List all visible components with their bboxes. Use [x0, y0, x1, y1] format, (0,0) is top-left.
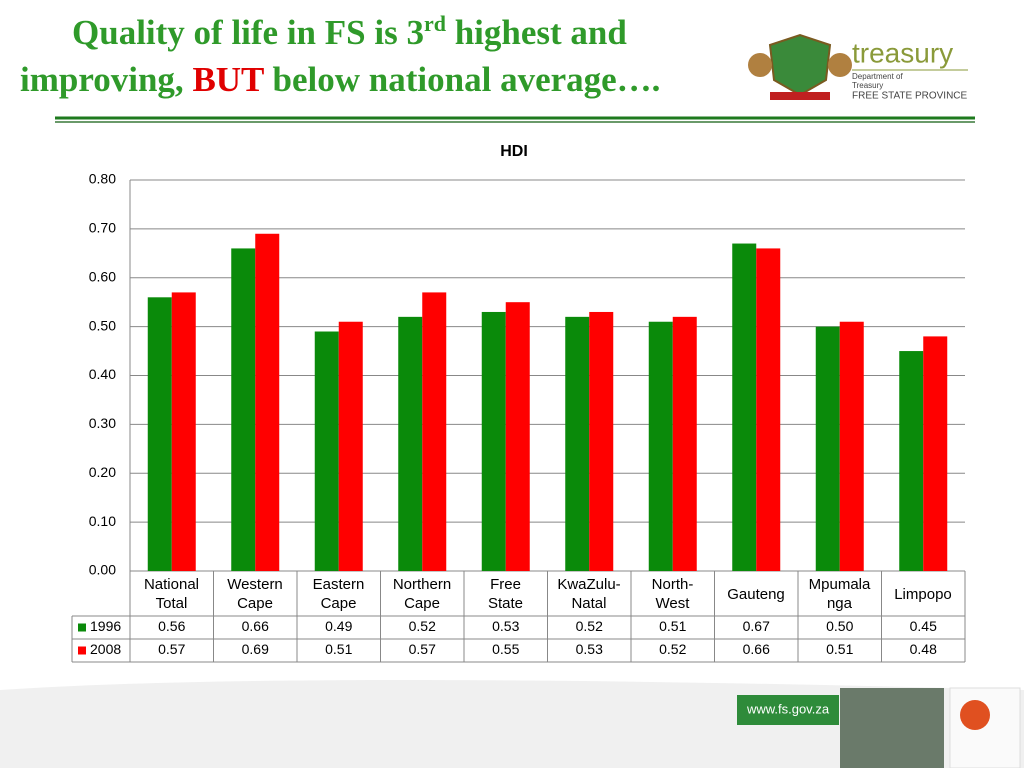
logo-name: treasury — [852, 37, 953, 68]
y-tick-label: 0.00 — [89, 562, 116, 578]
bar — [147, 297, 172, 571]
logo-dept: Treasury — [852, 81, 883, 90]
y-tick-label: 0.30 — [89, 415, 116, 431]
title-line1: Quality of life in FS is 3rd highest and — [72, 11, 627, 52]
x-tick-label: Limpopo — [894, 585, 952, 603]
x-tick-label: North- West — [651, 576, 694, 612]
y-tick-label: 0.40 — [89, 366, 116, 382]
x-tick-label: Mpumala nga — [808, 576, 871, 612]
bar — [756, 248, 781, 572]
logo-province: FREE STATE PROVINCE — [852, 91, 968, 102]
x-tick-label: Gauteng — [727, 585, 785, 603]
legend-label: 1996 — [90, 618, 121, 634]
bar — [839, 321, 864, 571]
bar — [481, 311, 506, 571]
x-tick-label: National Total — [143, 576, 200, 612]
table-value: 0.66 — [242, 618, 269, 634]
table-value: 0.52 — [576, 618, 603, 634]
table-value: 0.51 — [659, 618, 686, 634]
bar — [255, 233, 280, 571]
y-tick-label: 0.70 — [89, 220, 116, 236]
table-value: 0.48 — [910, 641, 937, 657]
table-value: 0.51 — [325, 641, 352, 657]
chart-title: HDI — [500, 143, 528, 160]
legend-swatch — [78, 623, 86, 632]
bar — [672, 316, 697, 571]
bar — [899, 351, 924, 571]
table-value: 0.45 — [910, 618, 937, 634]
legend-label: 2008 — [90, 641, 121, 657]
bar — [422, 292, 447, 571]
bar — [589, 311, 614, 571]
x-tick-label: Western Cape — [227, 576, 283, 612]
table-value: 0.51 — [826, 641, 853, 657]
table-value: 0.53 — [576, 641, 603, 657]
bar — [815, 326, 840, 571]
table-value: 0.49 — [325, 618, 352, 634]
coat-of-arms — [748, 33, 852, 100]
y-tick-label: 0.80 — [89, 171, 116, 187]
y-tick-label: 0.10 — [89, 513, 116, 529]
x-tick-label: Northern Cape — [392, 576, 452, 612]
table-value: 0.57 — [158, 641, 185, 657]
stadium-photos — [840, 688, 944, 768]
world-cup-logo — [960, 700, 990, 730]
website-box — [737, 695, 839, 725]
legend-swatch — [78, 646, 86, 655]
website: www.fs.gov.za — [746, 701, 830, 716]
table-value: 0.53 — [492, 618, 519, 634]
table-value: 0.52 — [409, 618, 436, 634]
world-cup-logo — [949, 687, 1021, 768]
x-tick-label: KwaZulu- Natal — [557, 576, 621, 612]
bar — [505, 302, 530, 571]
x-tick-label: Eastern Cape — [312, 576, 365, 612]
bar — [231, 248, 256, 572]
table-value: 0.67 — [743, 618, 770, 634]
table-value: 0.69 — [242, 641, 269, 657]
table-value: 0.55 — [492, 641, 519, 657]
y-tick-label: 0.20 — [89, 464, 116, 480]
table-value: 0.50 — [826, 618, 853, 634]
bar — [565, 316, 590, 571]
title-line2: improving, BUT below national average…. — [20, 60, 660, 99]
bar — [923, 336, 948, 571]
table-value: 0.56 — [158, 618, 185, 634]
bar — [171, 292, 196, 571]
table-value: 0.57 — [409, 641, 436, 657]
y-tick-label: 0.60 — [89, 268, 116, 284]
y-tick-label: 0.50 — [89, 317, 116, 333]
bar — [398, 316, 423, 571]
table-value: 0.52 — [659, 641, 686, 657]
bar — [648, 321, 673, 571]
table-value: 0.66 — [743, 641, 770, 657]
x-tick-label: Free State — [487, 576, 524, 612]
bar — [338, 321, 363, 571]
bar — [314, 331, 339, 571]
bar — [732, 243, 757, 571]
logo-dept: Department of — [852, 72, 903, 81]
